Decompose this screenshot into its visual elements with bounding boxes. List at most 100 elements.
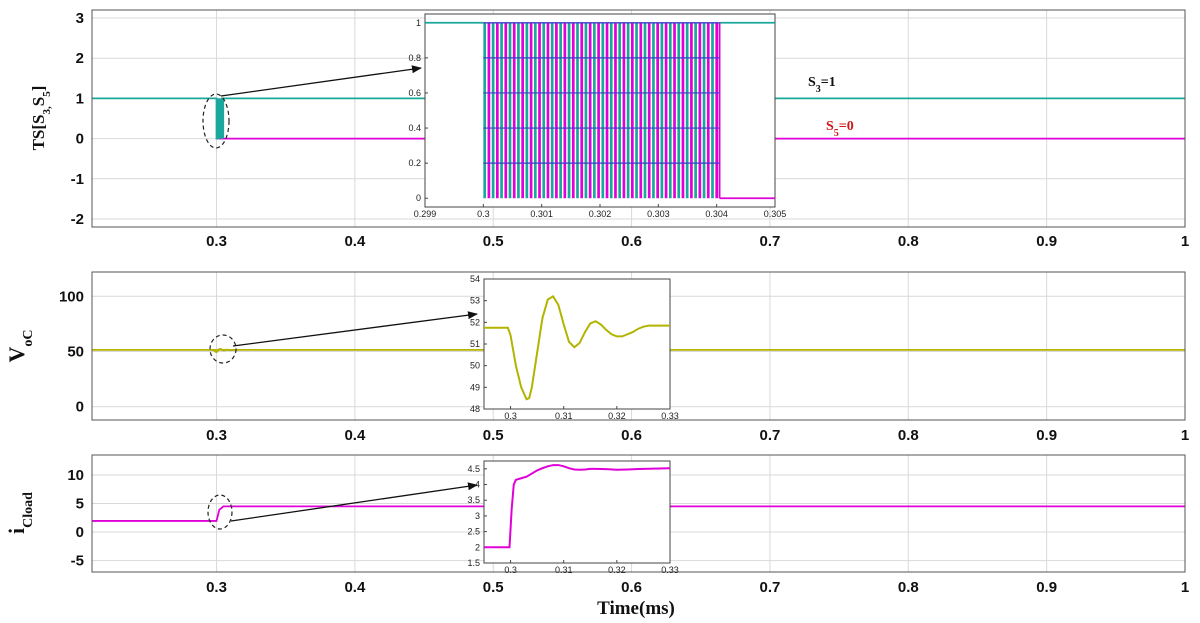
ts-inset-xtick-label: 0.302 <box>589 209 612 219</box>
ts-inset-s5-pulse <box>698 22 702 199</box>
voc-ytick-label: 0 <box>76 399 84 416</box>
ts-inset-s5-pulse <box>614 22 617 199</box>
ts-ytick-label: 0 <box>76 131 84 148</box>
voc-zoom-ellipse <box>209 334 237 364</box>
icload-ytick-label: -5 <box>71 553 84 570</box>
ts-inset-s3-pulse <box>694 22 697 199</box>
ts-inset-s5-pulse <box>571 22 575 199</box>
ts-inset-s5-pulse <box>673 22 676 199</box>
ts-inset-s5-pulse <box>690 22 693 199</box>
ts-xtick-label: 0.9 <box>1036 233 1057 250</box>
icload-inset-series <box>484 464 671 549</box>
ts-inset-s5-pulse <box>504 22 508 199</box>
voc-zoom-arrow <box>232 311 478 347</box>
voc-inset-xtick-label: 0.32 <box>608 411 626 421</box>
ts-inset: 0.299 0.3 0.301 0.302 0.303 0.304 0.305 0 0.2 0.4… <box>408 13 786 219</box>
icload-axes-frame <box>91 454 1186 573</box>
icload-inset-ytick-label: 1.5 <box>467 558 480 568</box>
ts-inset-s5-pulse <box>546 22 550 199</box>
voc-inset-ytick-label: 49 <box>470 382 480 392</box>
ts-inset-s5-pulse <box>563 22 567 199</box>
ts-inset-s3-pulse <box>677 22 681 199</box>
ts-inset-s3-pulse <box>660 22 664 199</box>
ts-inset-frame <box>424 13 776 208</box>
ts-inset-s5-pulse <box>555 22 558 199</box>
ts-inset-s3-pulse <box>601 22 605 199</box>
icload-inset-xtick-label: 0.3 <box>504 565 517 575</box>
ts-inset-s5-pulse <box>706 22 710 199</box>
icload-inset-ytick-label: 2 <box>475 542 480 552</box>
ts-inset-s3-pulse <box>542 22 546 199</box>
ts-inset-ytick-label: 0.8 <box>408 53 421 63</box>
ts-inset-xtick-label: 0.3 <box>477 209 490 219</box>
voc-disturbance <box>209 347 239 353</box>
ts-inset-s3-pulse <box>702 22 706 199</box>
voc-xtick-label: 0.9 <box>1036 427 1057 444</box>
voc-xtick-label: 1 <box>1181 427 1189 444</box>
ts-inset-s5-pulse <box>647 22 651 199</box>
ts-inset-s5-pulse <box>639 22 643 199</box>
voc-xtick-label: 0.3 <box>206 427 227 444</box>
voc-inset-ytick-label: 54 <box>470 274 480 284</box>
ts-inset-s3-pulse <box>525 22 529 199</box>
x-axis-label: Time(ms) <box>597 598 675 619</box>
ts-inset-s3-pulse <box>559 22 562 199</box>
ts-inset-s3-pulse <box>576 22 579 199</box>
icload-ytick-label: 10 <box>67 467 84 484</box>
ts-ytick-label: 3 <box>76 10 84 27</box>
icload-xtick-label: 0.7 <box>760 579 781 596</box>
voc-inset-ytick-label: 51 <box>470 339 480 349</box>
ts-inset-s3-pulse <box>550 22 554 199</box>
ts-xtick-label: 0.4 <box>344 233 366 250</box>
voc-ylabel: VoC <box>4 329 36 362</box>
ts-inset-ytick-label: 0.6 <box>408 88 421 98</box>
voc-inset-xtick-label: 0.31 <box>555 411 573 421</box>
voc-inset-ytick-label: 52 <box>470 317 480 327</box>
voc-inset: 0.3 0.31 0.32 0.33 48 49 50 51 52 53 54 <box>470 274 679 421</box>
ts-ylabel: TS[S3,S5] <box>29 86 53 151</box>
icload-inset-ytick-label: 4 <box>475 480 480 490</box>
voc-inset-xtick-label: 0.3 <box>504 411 517 421</box>
voc-xtick-label: 0.6 <box>621 427 642 444</box>
ts-inset-s3-pulse <box>652 22 655 199</box>
ts-inset-xtick-label: 0.301 <box>530 209 553 219</box>
ts-xtick-label: 0.7 <box>760 233 781 250</box>
ts-inset-s5-pulse <box>597 22 600 199</box>
ts-inset-s5-pulse <box>605 22 609 199</box>
ts-pulse-block <box>216 98 225 139</box>
ts-inset-s5-pulse <box>681 22 685 199</box>
icload-xtick-label: 0.5 <box>483 579 504 596</box>
ts-inset-s5-pulse <box>715 22 719 199</box>
voc-ytick-label: 50 <box>67 344 84 361</box>
ts-inset-s3-pulse <box>626 22 630 199</box>
s3-annotation: S3=1 <box>808 75 836 95</box>
voc-ytick-label: 100 <box>59 288 84 305</box>
icload-inset-ytick-label: 3 <box>475 511 480 521</box>
ts-inset-ytick-label: 0.4 <box>408 123 421 133</box>
voc-inset-series <box>484 294 670 401</box>
ts-inset-s3-pulse <box>491 22 495 199</box>
ts-inset-s3-pulse <box>483 22 487 199</box>
icload-inset-xtick-label: 0.33 <box>661 565 679 575</box>
ts-xtick-label: 0.3 <box>206 233 227 250</box>
ts-xtick-label: 0.6 <box>621 233 642 250</box>
icload-inset-frame <box>483 460 671 564</box>
ts-axes-frame <box>91 9 1186 228</box>
ts-zoom-arrow <box>220 65 422 97</box>
ts-inset-s3-pulse <box>609 22 613 199</box>
ts-inset-s5-pulse <box>538 22 541 199</box>
ts-inset-s5-pulse <box>588 22 592 199</box>
ts-inset-s3-pulse <box>711 22 714 199</box>
icload-xtick-label: 0.3 <box>206 579 227 596</box>
ts-ytick-label: -2 <box>71 211 84 228</box>
icload-inset-ytick-label: 3.5 <box>467 495 480 505</box>
ts-inset-s3-pulse <box>500 22 503 199</box>
ts-inset-s5-pulse <box>580 22 584 199</box>
ts-inset-s5-pulse <box>487 22 491 199</box>
voc-xtick-label: 0.8 <box>898 427 919 444</box>
ts-inset-xtick-label: 0.299 <box>414 209 437 219</box>
ts-inset-s3-pulse <box>508 22 512 199</box>
ts-xtick-label: 0.8 <box>898 233 919 250</box>
